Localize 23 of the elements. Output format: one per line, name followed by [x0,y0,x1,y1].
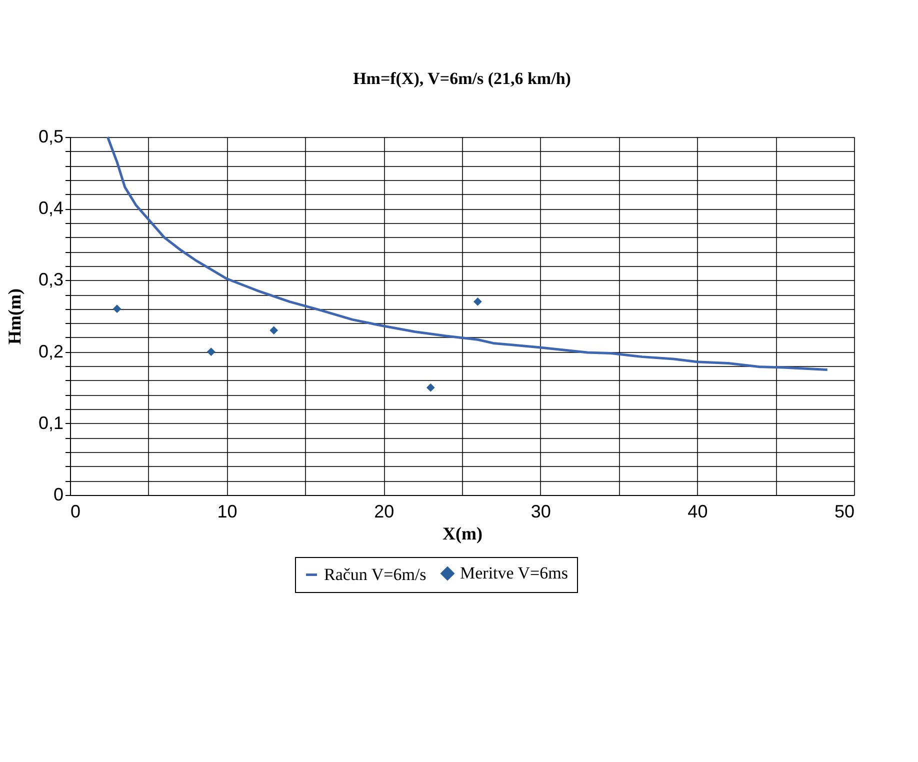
chart-title: Hm=f(X), V=6m/s (21,6 km/h) [353,69,571,88]
y-tick-label: 0,5 [38,126,64,146]
point [426,383,435,392]
x-tick-label: 50 [834,502,854,522]
line-series [106,136,829,371]
y-tick-label: 0,3 [38,270,64,290]
legend-label: Račun V=6m/s [324,564,426,584]
x-tick-label: 10 [217,502,238,522]
x-tick-label: 40 [688,502,708,522]
y-tick-label: 0,4 [38,198,64,218]
x-tick-label: 20 [374,502,394,522]
y-tick-label: 0,2 [38,341,64,362]
y-tick-label: 0 [53,484,64,504]
point [270,326,278,335]
x-axis-title: X(m) [442,524,482,544]
x-tick-label: 0 [70,502,81,522]
point [206,348,216,356]
y-tick-label: 0,1 [38,412,64,433]
legend-label: Meritve V=6ms [460,564,568,583]
x-tick-label: 30 [530,502,551,522]
point [112,304,122,314]
point [473,297,482,306]
y-axis-title: Hm(m) [4,288,24,344]
